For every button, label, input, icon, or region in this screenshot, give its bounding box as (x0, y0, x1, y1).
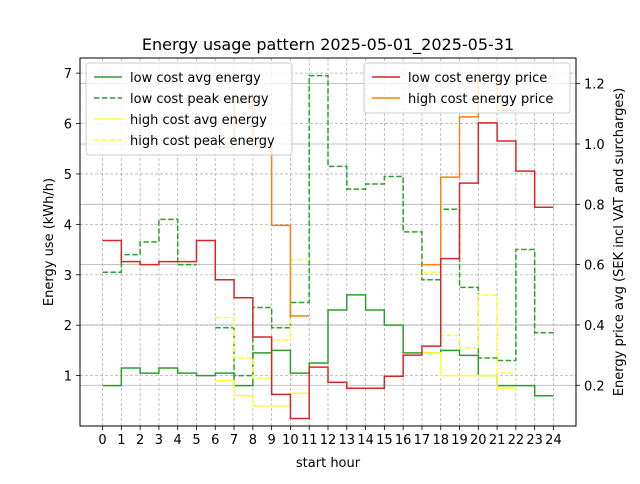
x-tick-label: 16 (395, 433, 412, 448)
x-tick-label: 2 (136, 433, 144, 448)
legend-label: high cost energy price (408, 92, 553, 107)
x-tick-label: 11 (301, 433, 318, 448)
legend-label: low cost avg energy (130, 71, 261, 86)
y-left-tick-label: 3 (64, 269, 72, 284)
y-left-tick-label: 2 (64, 319, 72, 334)
x-axis-label: start hour (296, 456, 361, 471)
x-tick-label: 12 (320, 433, 337, 448)
axis-ticks: 0 1 2 3 4 5 6 7 8 9 10 11 12 13 14 15 16 17 18 19 20 21 22 23 24… (64, 67, 605, 448)
x-tick-label: 9 (267, 433, 275, 448)
y-left-axis-label: Energy use (kWh/h) (42, 178, 57, 306)
x-tick-label: 10 (282, 433, 299, 448)
x-tick-label: 19 (451, 433, 468, 448)
legend-box (363, 62, 571, 114)
y-right-tick-label: 1.2 (584, 78, 605, 93)
legend-label: high cost peak energy (130, 134, 275, 149)
legend-left: low cost avg energy low cost peak energy h… (85, 62, 293, 156)
x-tick-label: 23 (526, 433, 543, 448)
series-line-low-cost-avg-energy (102, 294, 554, 397)
x-tick-label: 14 (357, 433, 374, 448)
x-tick-label: 24 (545, 433, 562, 448)
y-right-tick-label: 0.8 (584, 198, 605, 213)
legend-box (85, 62, 293, 156)
x-tick-label: 4 (174, 433, 182, 448)
series-line-low-cost-peak-energy (102, 74, 554, 377)
x-tick-label: 13 (339, 433, 356, 448)
series-line-low-cost-energy-price (102, 122, 554, 420)
legend-label: low cost energy price (408, 71, 547, 86)
y-left-tick-label: 5 (64, 168, 72, 183)
y-left-tick-label: 7 (64, 67, 72, 82)
y-right-tick-label: 0.6 (584, 259, 605, 274)
x-tick-label: 6 (211, 433, 219, 448)
y-right-axis-label: Energy price avg (SEK incl VAT and surch… (612, 88, 627, 396)
x-tick-label: 15 (376, 433, 393, 448)
x-tick-label: 3 (155, 433, 163, 448)
y-right-tick-label: 1.0 (584, 138, 605, 153)
x-tick-label: 20 (470, 433, 487, 448)
x-tick-label: 21 (489, 433, 506, 448)
y-left-tick-label: 1 (64, 370, 72, 385)
chart-title: Energy usage pattern 2025-05-01_2025-05-… (142, 35, 514, 55)
x-tick-label: 0 (98, 433, 106, 448)
y-left-tick-label: 4 (64, 218, 72, 233)
x-tick-label: 22 (508, 433, 525, 448)
x-tick-label: 8 (249, 433, 257, 448)
legend-right: low cost energy price high cost energy pr… (363, 62, 571, 114)
x-tick-label: 7 (230, 433, 238, 448)
y-left-tick-label: 6 (64, 118, 72, 133)
y-right-tick-label: 0.4 (584, 319, 605, 334)
legend-label: high cost avg energy (130, 113, 267, 128)
legend-label: low cost peak energy (130, 92, 269, 107)
x-tick-label: 17 (414, 433, 431, 448)
x-tick-label: 1 (117, 433, 125, 448)
x-tick-label: 5 (192, 433, 200, 448)
y-right-tick-label: 0.2 (584, 379, 605, 394)
x-tick-label: 18 (432, 433, 449, 448)
